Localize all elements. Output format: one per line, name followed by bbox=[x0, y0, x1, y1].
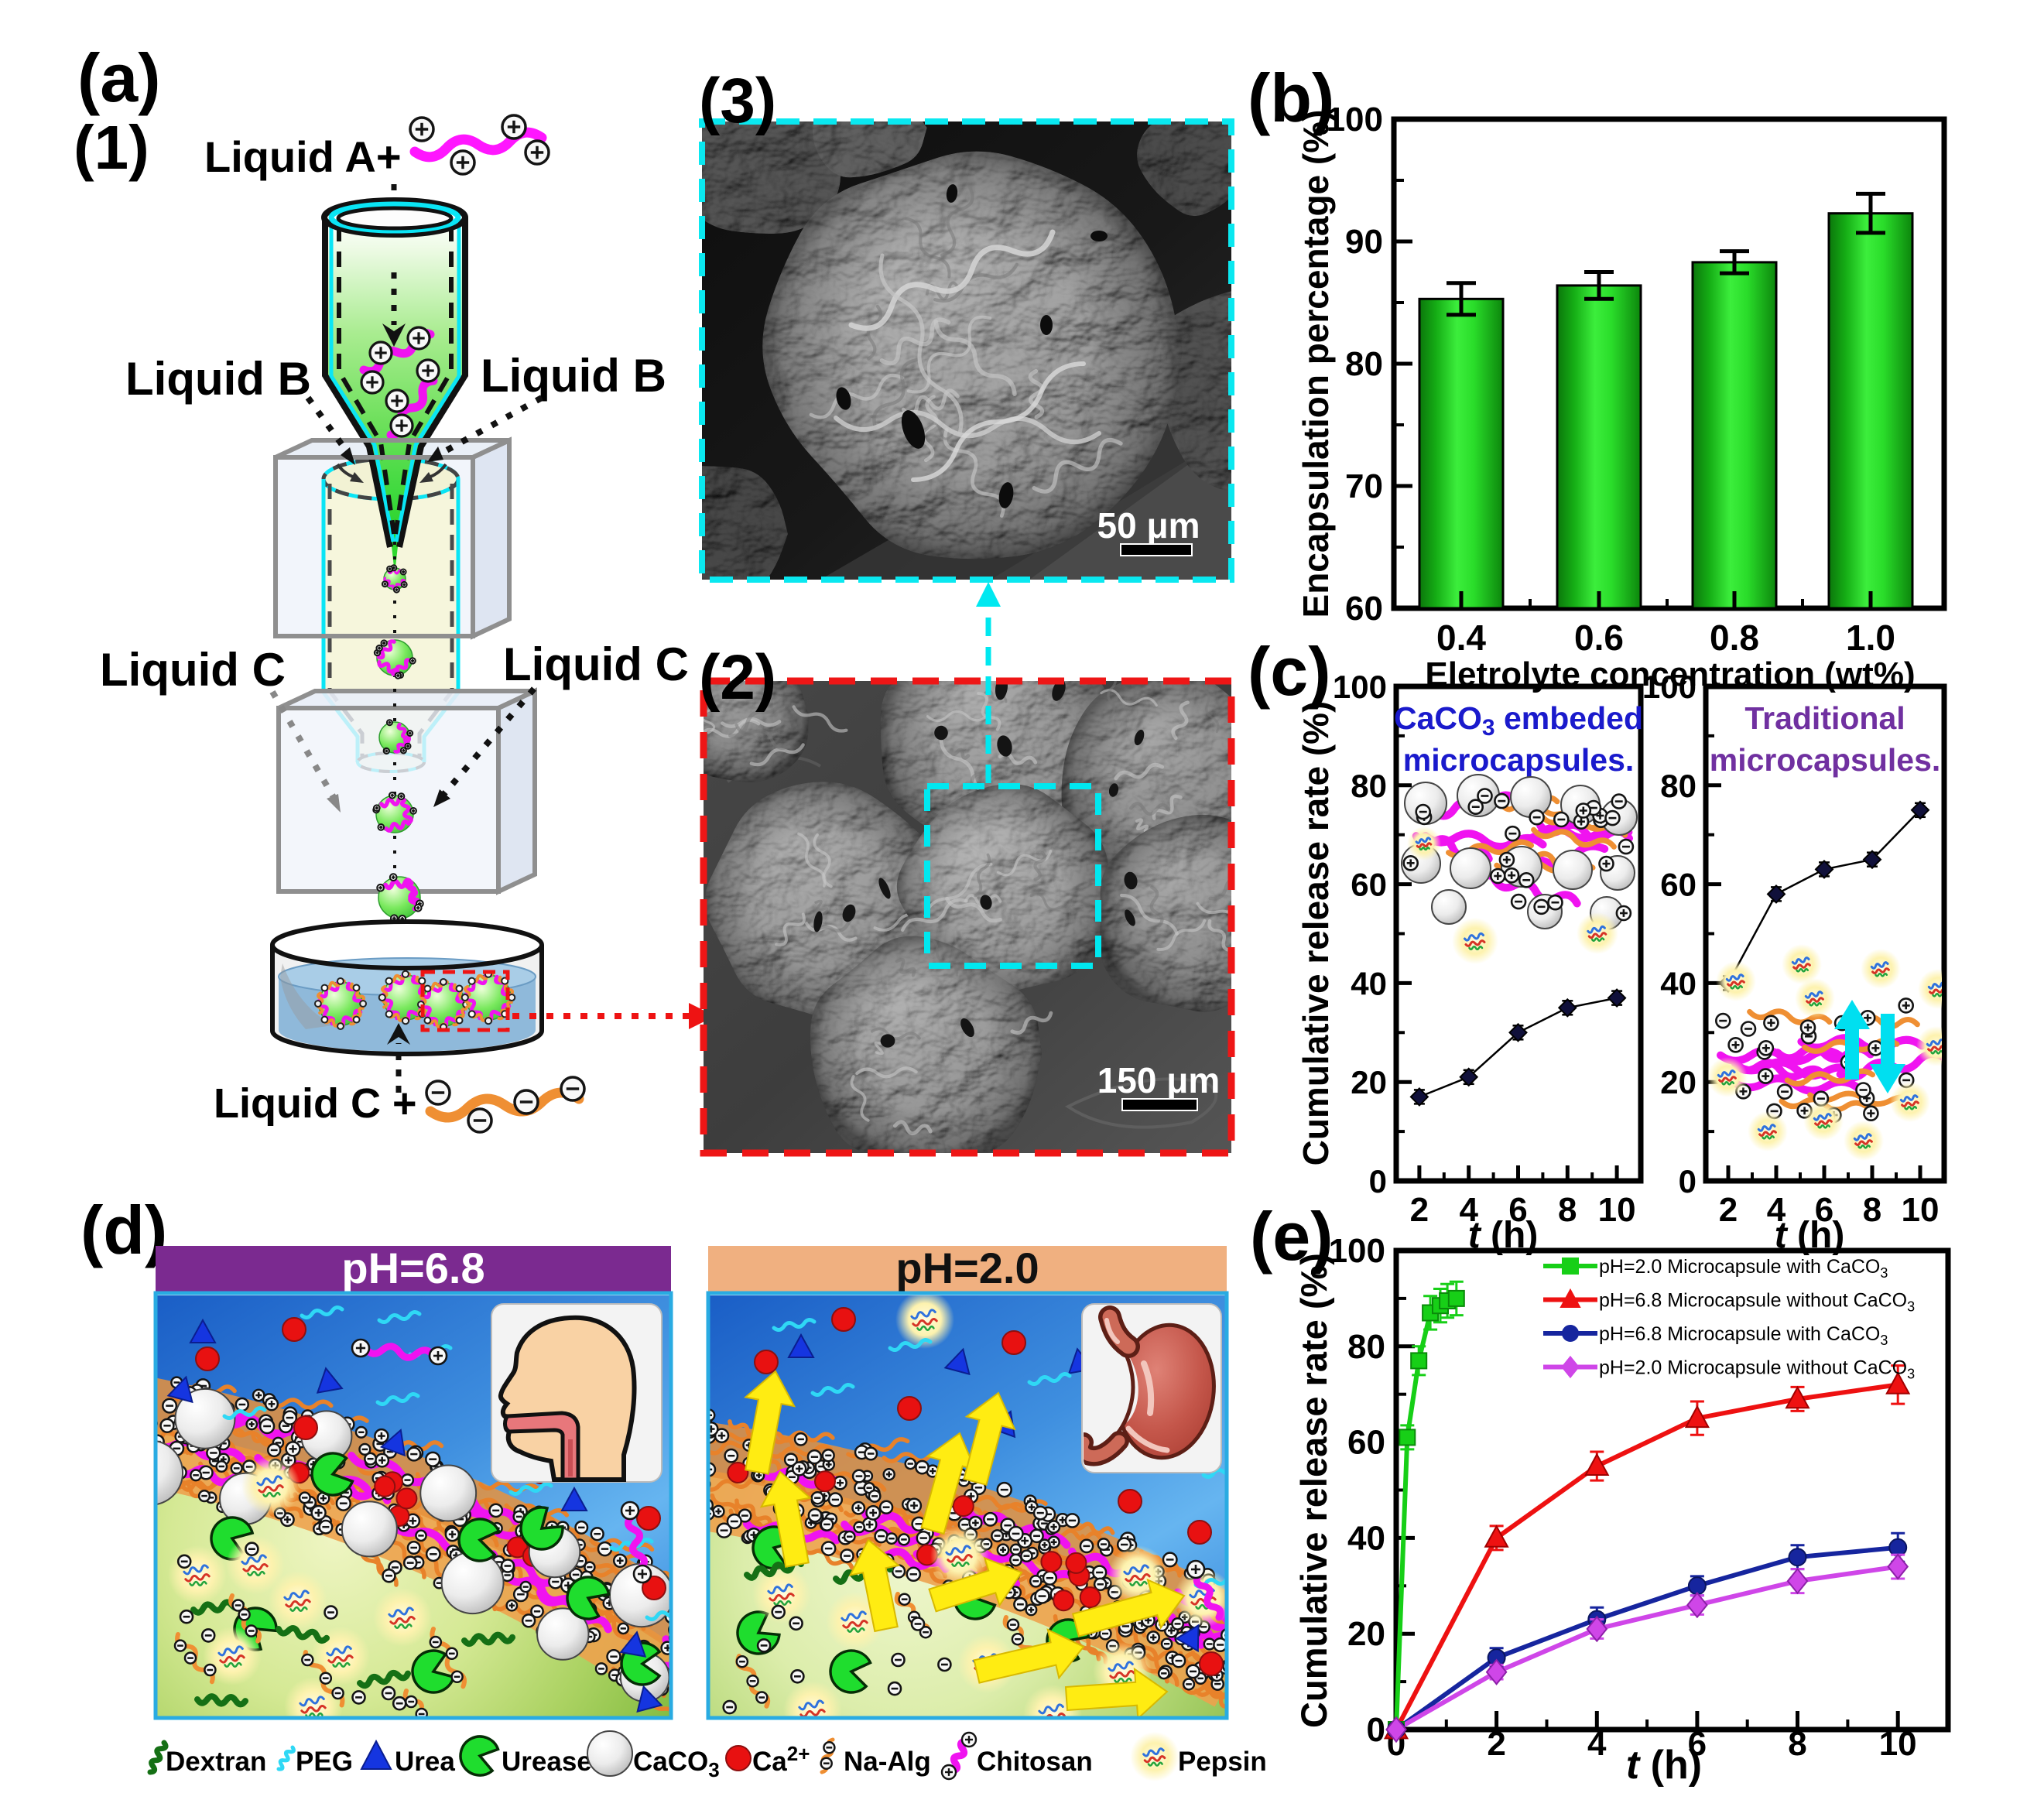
svg-text:(1): (1) bbox=[74, 113, 149, 182]
svg-text:20: 20 bbox=[1351, 1064, 1387, 1100]
svg-text:0: 0 bbox=[1367, 1711, 1385, 1749]
svg-text:Liquid B: Liquid B bbox=[125, 353, 311, 405]
svg-text:(e): (e) bbox=[1250, 1198, 1334, 1275]
svg-text:0.6: 0.6 bbox=[1574, 618, 1624, 658]
svg-text:pH=6.8 Microcapsule without Ca: pH=6.8 Microcapsule without CaCO3 bbox=[1599, 1290, 1915, 1315]
svg-text:6: 6 bbox=[1508, 1191, 1527, 1229]
svg-text:0.4: 0.4 bbox=[1436, 618, 1486, 658]
svg-text:10: 10 bbox=[1902, 1191, 1940, 1229]
svg-text:4: 4 bbox=[1587, 1725, 1607, 1763]
svg-text:90: 90 bbox=[1345, 223, 1383, 261]
svg-text:6: 6 bbox=[1815, 1191, 1833, 1229]
svg-text:CaCO3 embeded: CaCO3 embeded bbox=[1394, 700, 1643, 741]
svg-text:Traditional: Traditional bbox=[1744, 700, 1905, 736]
svg-text:pH=2.0: pH=2.0 bbox=[895, 1244, 1039, 1292]
svg-text:60: 60 bbox=[1347, 1424, 1385, 1462]
svg-text:Cumulative release rate (%): Cumulative release rate (%) bbox=[1296, 701, 1336, 1166]
svg-text:PEG: PEG bbox=[296, 1747, 353, 1777]
svg-text:10: 10 bbox=[1598, 1191, 1636, 1229]
svg-text:2: 2 bbox=[1487, 1725, 1505, 1763]
svg-text:8: 8 bbox=[1863, 1191, 1881, 1229]
svg-text:100: 100 bbox=[1333, 669, 1387, 705]
svg-text:1.0: 1.0 bbox=[1846, 618, 1895, 658]
svg-text:Pepsin: Pepsin bbox=[1178, 1747, 1267, 1777]
svg-text:40: 40 bbox=[1347, 1519, 1385, 1557]
svg-text:(d): (d) bbox=[80, 1192, 167, 1268]
svg-text:40: 40 bbox=[1660, 965, 1696, 1001]
svg-text:(3): (3) bbox=[699, 66, 776, 136]
svg-text:(2): (2) bbox=[699, 642, 776, 713]
svg-text:Chitosan: Chitosan bbox=[977, 1747, 1093, 1777]
svg-text:40: 40 bbox=[1351, 965, 1387, 1001]
svg-text:50 μm: 50 μm bbox=[1097, 505, 1200, 546]
svg-text:100: 100 bbox=[1329, 1232, 1385, 1270]
svg-text:20: 20 bbox=[1347, 1615, 1385, 1653]
svg-text:Encapsulation percentage (%): Encapsulation percentage (%) bbox=[1296, 110, 1336, 618]
svg-text:0: 0 bbox=[1679, 1163, 1696, 1199]
svg-text:60: 60 bbox=[1660, 867, 1696, 903]
svg-text:microcapsules.: microcapsules. bbox=[1710, 742, 1941, 778]
svg-text:microcapsules.: microcapsules. bbox=[1403, 742, 1635, 778]
svg-text:0: 0 bbox=[1369, 1163, 1387, 1199]
svg-text:pH=6.8: pH=6.8 bbox=[341, 1244, 484, 1292]
svg-text:CaCO3: CaCO3 bbox=[633, 1747, 720, 1781]
svg-text:100: 100 bbox=[1642, 669, 1696, 705]
svg-text:80: 80 bbox=[1660, 768, 1696, 804]
svg-text:Liquid C: Liquid C bbox=[503, 638, 689, 690]
svg-text:pH=2.0 Microcapsule with CaCO3: pH=2.0 Microcapsule with CaCO3 bbox=[1599, 1256, 1888, 1281]
svg-text:6: 6 bbox=[1688, 1725, 1707, 1763]
svg-text:60: 60 bbox=[1351, 867, 1387, 903]
svg-text:150 μm: 150 μm bbox=[1097, 1060, 1221, 1100]
svg-text:80: 80 bbox=[1345, 345, 1383, 383]
svg-text:Liquid C: Liquid C bbox=[100, 644, 286, 696]
svg-text:Liquid C +: Liquid C + bbox=[214, 1080, 417, 1127]
svg-text:2: 2 bbox=[1719, 1191, 1738, 1229]
svg-text:20: 20 bbox=[1660, 1064, 1696, 1100]
svg-text:8: 8 bbox=[1788, 1725, 1806, 1763]
svg-text:4: 4 bbox=[1767, 1191, 1786, 1229]
svg-text:Urea: Urea bbox=[395, 1747, 455, 1777]
svg-text:pH=6.8 Microcapsule with CaCO3: pH=6.8 Microcapsule with CaCO3 bbox=[1599, 1323, 1888, 1348]
svg-text:10: 10 bbox=[1879, 1725, 1917, 1763]
svg-text:8: 8 bbox=[1558, 1191, 1577, 1229]
svg-text:Na-Alg: Na-Alg bbox=[844, 1747, 931, 1777]
svg-text:Ca2+: Ca2+ bbox=[752, 1742, 810, 1777]
svg-text:0.8: 0.8 bbox=[1710, 618, 1759, 658]
svg-text:Liquid A+: Liquid A+ bbox=[204, 132, 402, 181]
svg-text:4: 4 bbox=[1459, 1191, 1478, 1229]
svg-text:t (h): t (h) bbox=[1626, 1743, 1702, 1788]
svg-text:Liquid B: Liquid B bbox=[481, 350, 666, 402]
svg-text:80: 80 bbox=[1351, 768, 1387, 804]
svg-text:(b): (b) bbox=[1248, 60, 1334, 136]
svg-text:80: 80 bbox=[1347, 1328, 1385, 1366]
svg-text:(a): (a) bbox=[77, 39, 161, 116]
svg-text:100: 100 bbox=[1327, 101, 1383, 139]
svg-text:Urease: Urease bbox=[502, 1747, 592, 1777]
svg-text:70: 70 bbox=[1345, 467, 1383, 505]
svg-text:Dextran: Dextran bbox=[166, 1747, 266, 1777]
svg-text:60: 60 bbox=[1345, 590, 1383, 628]
svg-text:Cumulative release rate (%): Cumulative release rate (%) bbox=[1293, 1253, 1334, 1728]
svg-text:(c): (c) bbox=[1248, 633, 1331, 710]
svg-text:2: 2 bbox=[1410, 1191, 1429, 1229]
svg-text:pH=2.0 Microcapsule without Ca: pH=2.0 Microcapsule without CaCO3 bbox=[1599, 1357, 1915, 1382]
